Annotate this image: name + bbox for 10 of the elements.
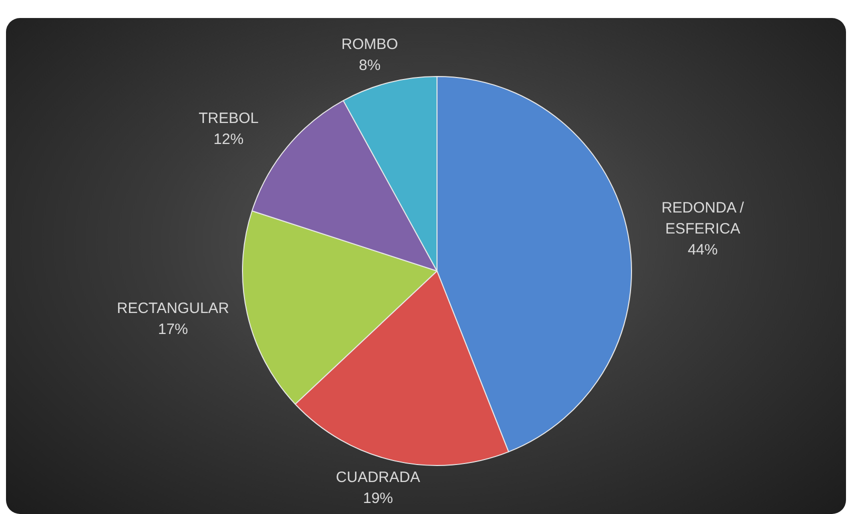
data-label: 19% [362, 490, 394, 507]
data-label: 8% [358, 57, 381, 74]
slice-label: TREBOL [198, 110, 259, 127]
slice-label: REDONDA / ESFERICA [661, 199, 745, 238]
slice-label: RECTANGULAR [116, 300, 230, 318]
data-label: 17% [158, 321, 188, 338]
data-label: 12% [214, 130, 244, 148]
slice-label: ROMBO [341, 36, 398, 54]
data-label: 44% [688, 241, 718, 258]
slice-label: CUADRADA [336, 468, 420, 486]
